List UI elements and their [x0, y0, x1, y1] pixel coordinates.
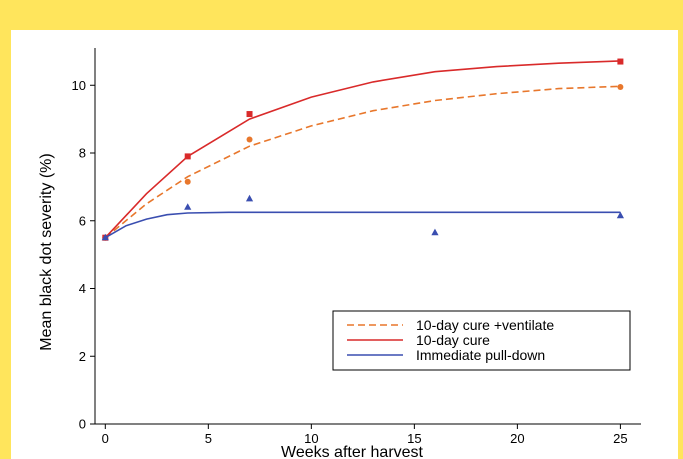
data-point: [431, 228, 439, 236]
data-point: [184, 178, 191, 185]
data-point: [246, 111, 253, 118]
y-tick-label: 10: [72, 78, 86, 93]
x-tick-label: 20: [510, 431, 524, 446]
x-tick-label: 5: [205, 431, 212, 446]
legend-label: Immediate pull-down: [416, 347, 545, 363]
x-axis-title: Weeks after harvest: [281, 444, 424, 459]
data-point: [245, 194, 254, 202]
legend-label: 10-day cure: [416, 332, 490, 348]
series-layer: [101, 58, 624, 241]
y-tick-label: 4: [79, 281, 86, 296]
axes: 0 5 10 15 20 25 0 2 4 6 8 10: [72, 48, 641, 446]
fit-line: [104, 211, 621, 239]
data-point: [184, 153, 191, 160]
y-tick-label: 2: [79, 349, 86, 364]
legend-label: 10-day cure +ventilate: [416, 317, 554, 333]
chart: 0 5 10 15 20 25 0 2 4 6 8 10 Mean black dot severit…: [38, 48, 641, 459]
data-point: [184, 203, 192, 210]
data-point: [101, 233, 109, 241]
y-axis-title: Mean black dot severity (%): [38, 153, 55, 350]
data-point: [617, 58, 624, 65]
series-circle: [102, 83, 624, 241]
data-point: [617, 83, 624, 90]
data-point: [616, 211, 624, 219]
x-tick-label: 25: [613, 431, 627, 446]
fit-line: [104, 85, 621, 239]
fit-line: [104, 60, 621, 239]
series-triangle: [101, 194, 624, 241]
x-tick-label: 15: [407, 431, 421, 446]
y-tick-label: 0: [79, 417, 86, 432]
y-tick-label: 6: [79, 213, 86, 228]
x-tick-label: 10: [304, 431, 318, 446]
y-tick-label: 8: [79, 146, 86, 161]
data-point: [246, 136, 253, 143]
x-tick-label: 0: [102, 431, 109, 446]
